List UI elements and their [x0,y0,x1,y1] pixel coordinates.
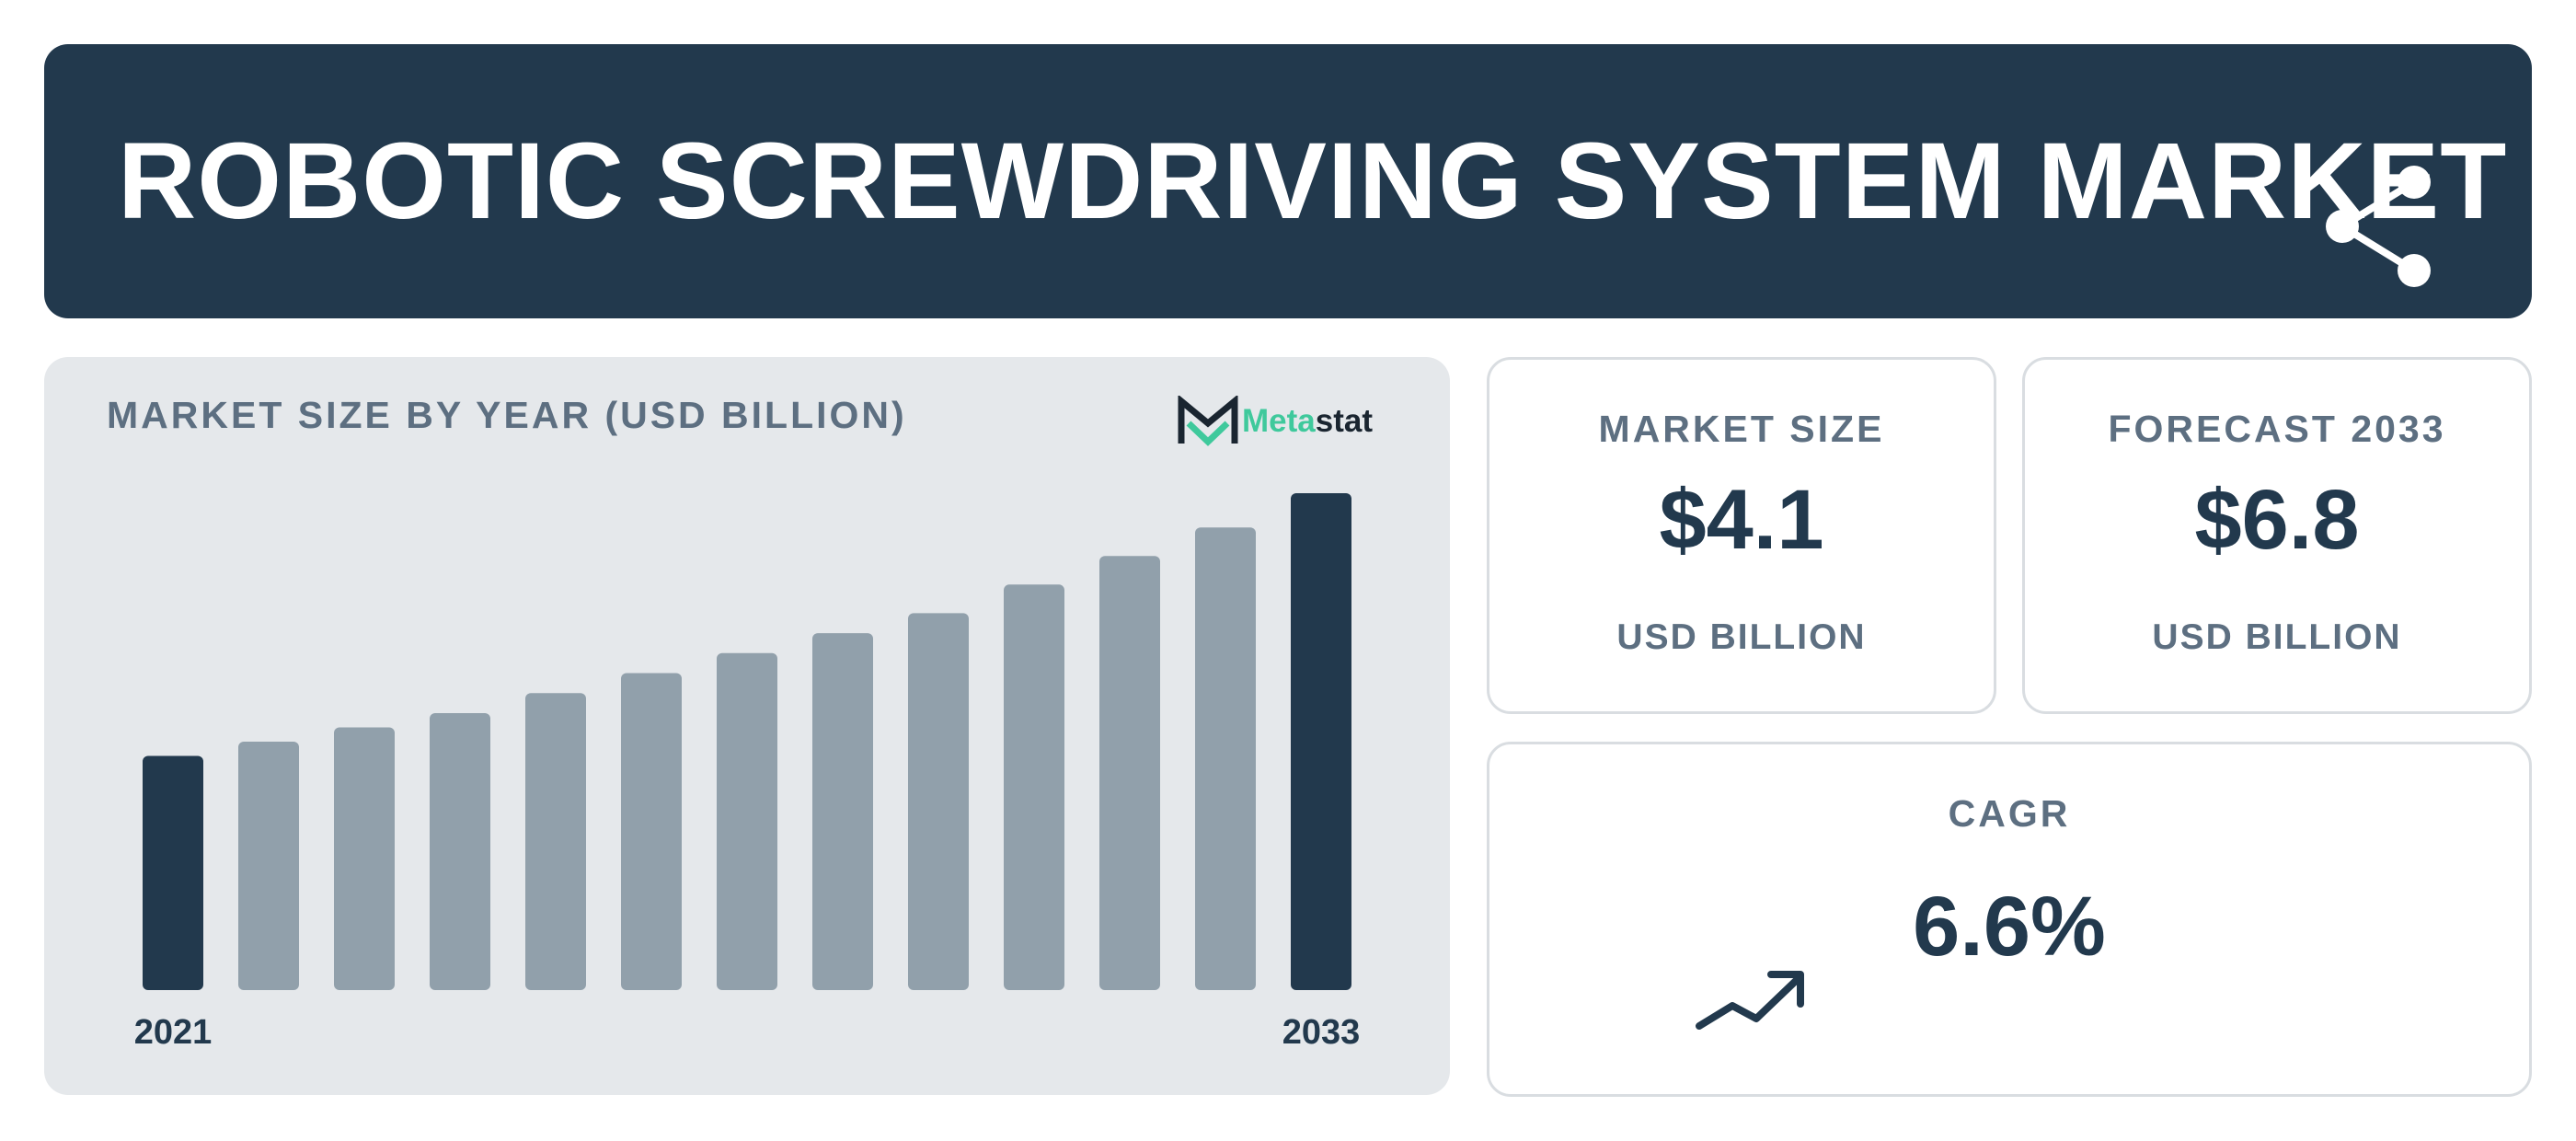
bar-2023 [334,727,395,990]
forecast-value: $6.8 [2194,473,2360,567]
metastat-logo-icon [1178,396,1238,446]
bar-2021 [143,755,203,990]
bar-2029 [908,613,969,990]
bar-2028 [812,633,873,990]
market-size-unit: USD BILLION [1616,617,1867,657]
bar-2024 [430,712,490,990]
forecast-card: FORECAST 2033 $6.8 USD BILLION [2022,357,2532,714]
market-size-value: $4.1 [1659,473,1824,567]
bar-2031 [1099,556,1160,990]
bar-2033 [1291,493,1351,990]
trending-up-icon [1696,971,1804,1030]
bar-2032 [1195,527,1256,990]
cagr-label: CAGR [1948,792,2071,835]
chart-title: MARKET SIZE BY YEAR (USD BILLION) [107,394,907,436]
bar-2022 [238,742,299,990]
title-banner: ROBOTIC SCREWDRIVING SYSTEM MARKET [44,44,2532,318]
forecast-unit: USD BILLION [2152,617,2402,657]
market-size-chart-panel: MARKET SIZE BY YEAR (USD BILLION) Metast… [44,357,1450,1095]
share-icon[interactable] [2324,166,2432,287]
cagr-value: 6.6% [1913,880,2106,974]
x-tick-label-2033: 2033 [1282,1013,1361,1052]
forecast-label: FORECAST 2033 [2108,408,2446,450]
market-size-label: MARKET SIZE [1598,408,1885,450]
metastat-logo: Metastat [1178,396,1373,447]
page-title: ROBOTIC SCREWDRIVING SYSTEM MARKET [118,121,2508,242]
bar-chart: 2021 2033 [134,493,1361,1052]
logo-wordmark: Metastat [1242,403,1373,439]
market-size-card: MARKET SIZE $4.1 USD BILLION [1487,357,1996,714]
bar-2030 [1004,584,1064,990]
cagr-card: CAGR 6.6% [1487,742,2532,1097]
bar-2026 [621,673,682,990]
x-tick-label-2021: 2021 [134,1013,213,1052]
bar-2027 [717,652,777,990]
bar-2025 [525,693,586,990]
